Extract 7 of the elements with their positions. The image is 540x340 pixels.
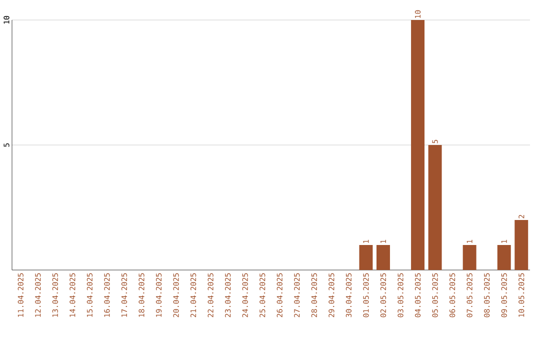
bar (359, 245, 373, 270)
bar (497, 245, 511, 270)
bar (428, 145, 442, 270)
bar (514, 220, 528, 270)
bar (376, 245, 390, 270)
bar (411, 20, 425, 270)
bar (462, 245, 476, 270)
